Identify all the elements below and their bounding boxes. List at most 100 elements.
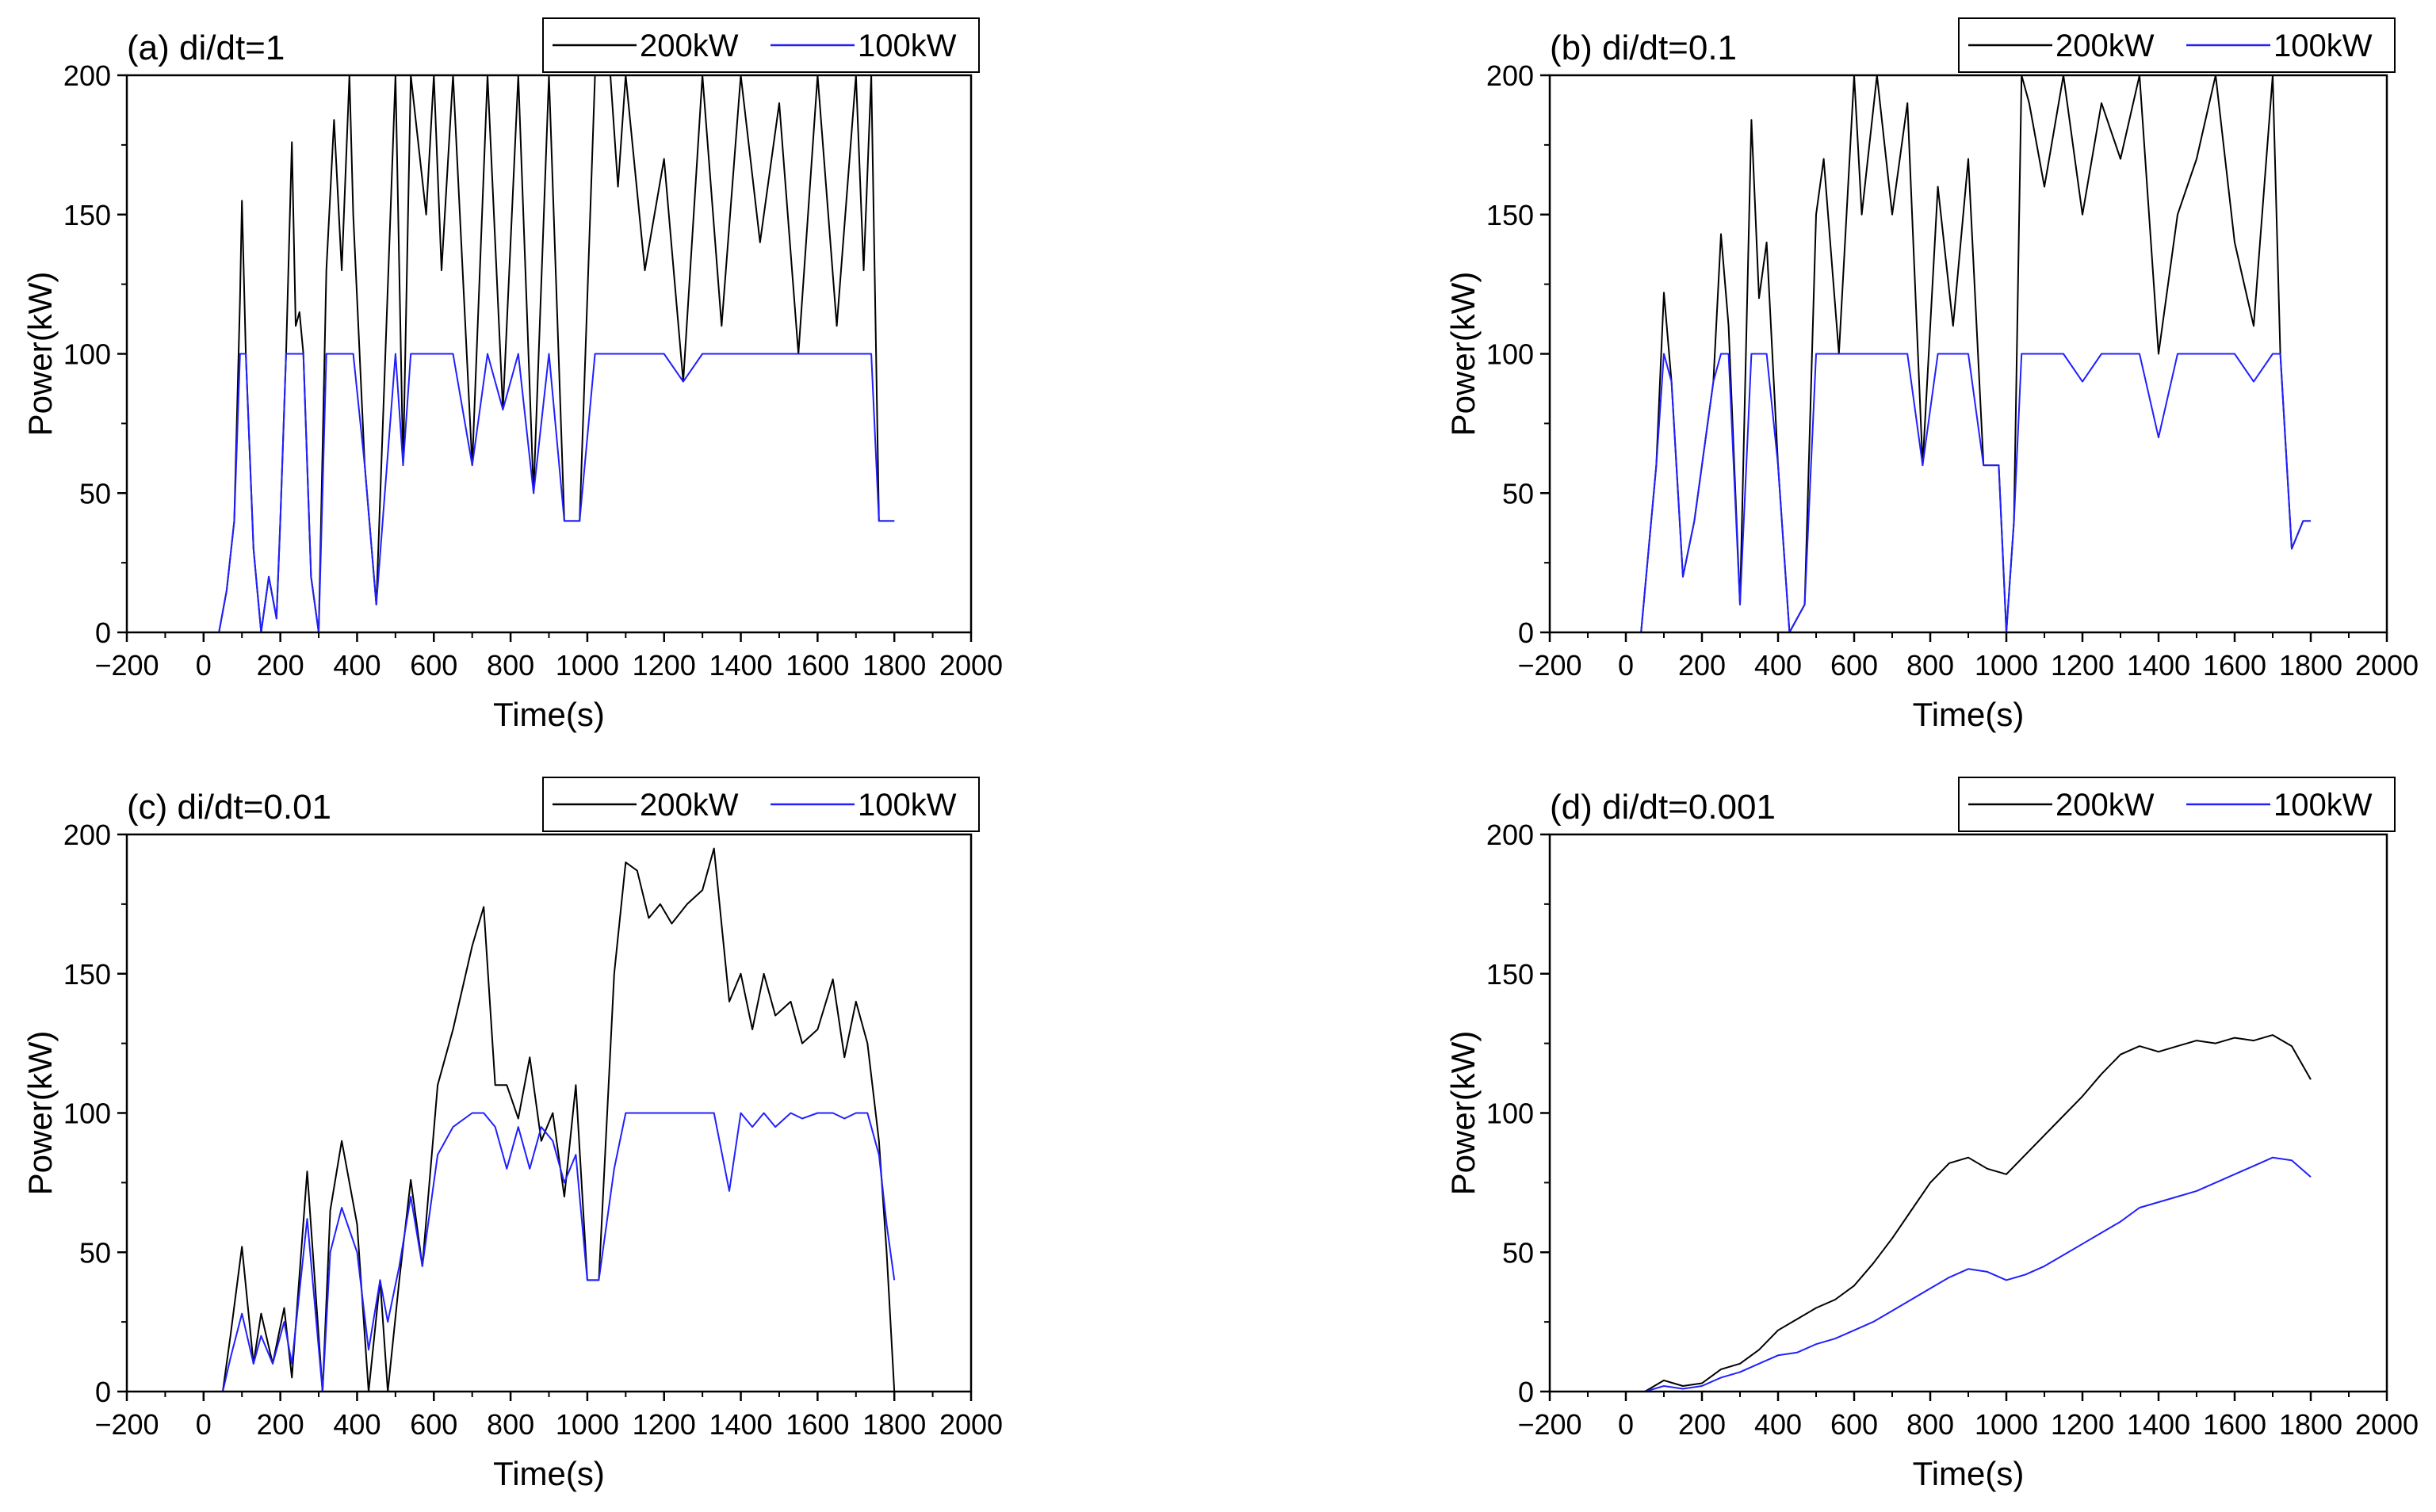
x-tick-label: 1600 [786, 649, 849, 682]
y-tick-label: 100 [63, 1098, 111, 1130]
y-tick-label: 200 [1486, 819, 1534, 851]
y-tick-label: 200 [1486, 59, 1534, 92]
series-line-100kW [203, 1112, 896, 1392]
series-line-100kW [203, 353, 895, 632]
x-tick-label: 200 [1678, 1408, 1726, 1441]
panel-title: (d) di/dt=0.001 [1550, 788, 1776, 827]
x-tick-label: 2000 [939, 649, 1003, 682]
y-axis-label: Power(kW) [21, 1031, 59, 1196]
x-tick-label: 600 [1830, 1408, 1878, 1441]
x-tick-label: 2000 [939, 1408, 1003, 1441]
x-tick-label: 600 [410, 1408, 457, 1441]
x-tick-label: 1400 [2127, 1408, 2190, 1441]
chart-panel-3: −200 0 200 400 600 800 1000 1200 1400 1600 1800 200… [1444, 777, 2419, 1492]
y-tick-label: 100 [1486, 338, 1534, 371]
y-tick-label: 150 [63, 958, 111, 991]
x-tick-label: 1800 [2279, 1408, 2342, 1441]
series-line-100kW [1626, 1156, 2312, 1392]
x-tick-label: 1400 [709, 649, 772, 682]
x-tick-label: 200 [257, 649, 304, 682]
legend: 200kW 100kW [1958, 17, 2396, 73]
legend-label-200kW: 200kW [640, 788, 739, 823]
y-axis-label: Power(kW) [21, 272, 59, 437]
x-tick-label: 1600 [2203, 1408, 2266, 1441]
x-tick-label: 1200 [633, 1408, 696, 1441]
x-tick-label: 1800 [862, 649, 926, 682]
x-tick-label: 1800 [2279, 649, 2342, 682]
panel-title: (c) di/dt=0.01 [127, 788, 331, 827]
x-tick-label: 1000 [556, 1408, 619, 1441]
x-tick-label: 0 [196, 1408, 212, 1441]
plot-area [1626, 75, 2311, 632]
x-axis-label: Time(s) [1913, 1455, 2025, 1492]
x-tick-label: 600 [410, 649, 457, 682]
x-tick-label: 400 [333, 1408, 381, 1441]
x-tick-label: 1400 [2127, 649, 2190, 682]
y-tick-label: 0 [95, 617, 111, 649]
x-tick-label: 1000 [1975, 649, 2038, 682]
y-tick-label: 150 [1486, 199, 1534, 231]
legend-label-100kW: 100kW [2273, 29, 2373, 63]
plot-area [203, 75, 895, 632]
y-tick-label: 100 [63, 338, 111, 371]
legend-label-200kW: 200kW [2055, 29, 2155, 63]
plot-frame [125, 833, 973, 1393]
x-tick-label: 1200 [633, 649, 696, 682]
x-tick-label: 1400 [709, 1408, 772, 1441]
chart-panel-0: −200 0 200 400 600 800 1000 1200 1400 1600 1800 200… [21, 17, 1003, 733]
x-axis-label: Time(s) [493, 1455, 605, 1492]
y-tick-label: 100 [1486, 1098, 1534, 1130]
x-axis-label: Time(s) [493, 696, 605, 733]
x-tick-label: 800 [1906, 1408, 1954, 1441]
x-tick-label: −200 [94, 1408, 159, 1441]
x-tick-label: 400 [1754, 649, 1802, 682]
x-tick-label: 800 [487, 1408, 534, 1441]
legend: 200kW 100kW [542, 777, 980, 832]
chart-panel-1: −200 0 200 400 600 800 1000 1200 1400 1600 1800 200… [1444, 17, 2419, 733]
y-axis-label: Power(kW) [1444, 272, 1482, 437]
x-tick-label: 0 [1618, 1408, 1634, 1441]
x-tick-label: −200 [1517, 649, 1581, 682]
series-line-100kW [1626, 353, 2311, 632]
x-tick-label: 1000 [556, 649, 619, 682]
y-tick-label: 50 [79, 477, 111, 510]
y-axis-label: Power(kW) [1444, 1031, 1482, 1196]
x-tick-label: 400 [333, 649, 381, 682]
panel-title: (b) di/dt=0.1 [1550, 29, 1737, 67]
series-line-200kW [203, 847, 896, 1392]
plot-frame [1548, 833, 2388, 1393]
x-tick-label: 1200 [2051, 1408, 2114, 1441]
x-tick-label: 600 [1830, 649, 1878, 682]
y-tick-label: 50 [1502, 477, 1534, 510]
x-tick-label: −200 [94, 649, 159, 682]
legend: 200kW 100kW [542, 17, 980, 73]
y-tick-label: 50 [1502, 1236, 1534, 1269]
plot-area [1626, 1034, 2312, 1392]
x-tick-label: 1800 [862, 1408, 926, 1441]
y-tick-label: 0 [1518, 1376, 1534, 1408]
panel-title: (a) di/dt=1 [127, 29, 285, 67]
series-line-200kW [1626, 1034, 2312, 1392]
x-tick-label: 2000 [2355, 649, 2419, 682]
x-tick-label: 800 [1906, 649, 1954, 682]
x-tick-label: 2000 [2355, 1408, 2419, 1441]
x-tick-label: 1200 [2051, 649, 2114, 682]
x-tick-label: 200 [1678, 649, 1726, 682]
x-tick-label: 800 [487, 649, 534, 682]
x-axis-label: Time(s) [1913, 696, 2025, 733]
y-tick-label: 150 [63, 199, 111, 231]
y-tick-label: 200 [63, 59, 111, 92]
x-tick-label: 1600 [2203, 649, 2266, 682]
y-tick-label: 150 [1486, 958, 1534, 991]
legend-label-100kW: 100kW [858, 788, 957, 823]
x-tick-label: 400 [1754, 1408, 1802, 1441]
y-tick-label: 0 [1518, 617, 1534, 649]
legend-label-200kW: 200kW [640, 29, 739, 63]
x-tick-label: −200 [1517, 1408, 1581, 1441]
y-tick-label: 200 [63, 819, 111, 851]
y-tick-label: 0 [95, 1376, 111, 1408]
plot-area [203, 847, 896, 1392]
legend-label-100kW: 100kW [2273, 788, 2373, 823]
chart-panel-2: −200 0 200 400 600 800 1000 1200 1400 1600 1800 200… [21, 777, 1003, 1492]
